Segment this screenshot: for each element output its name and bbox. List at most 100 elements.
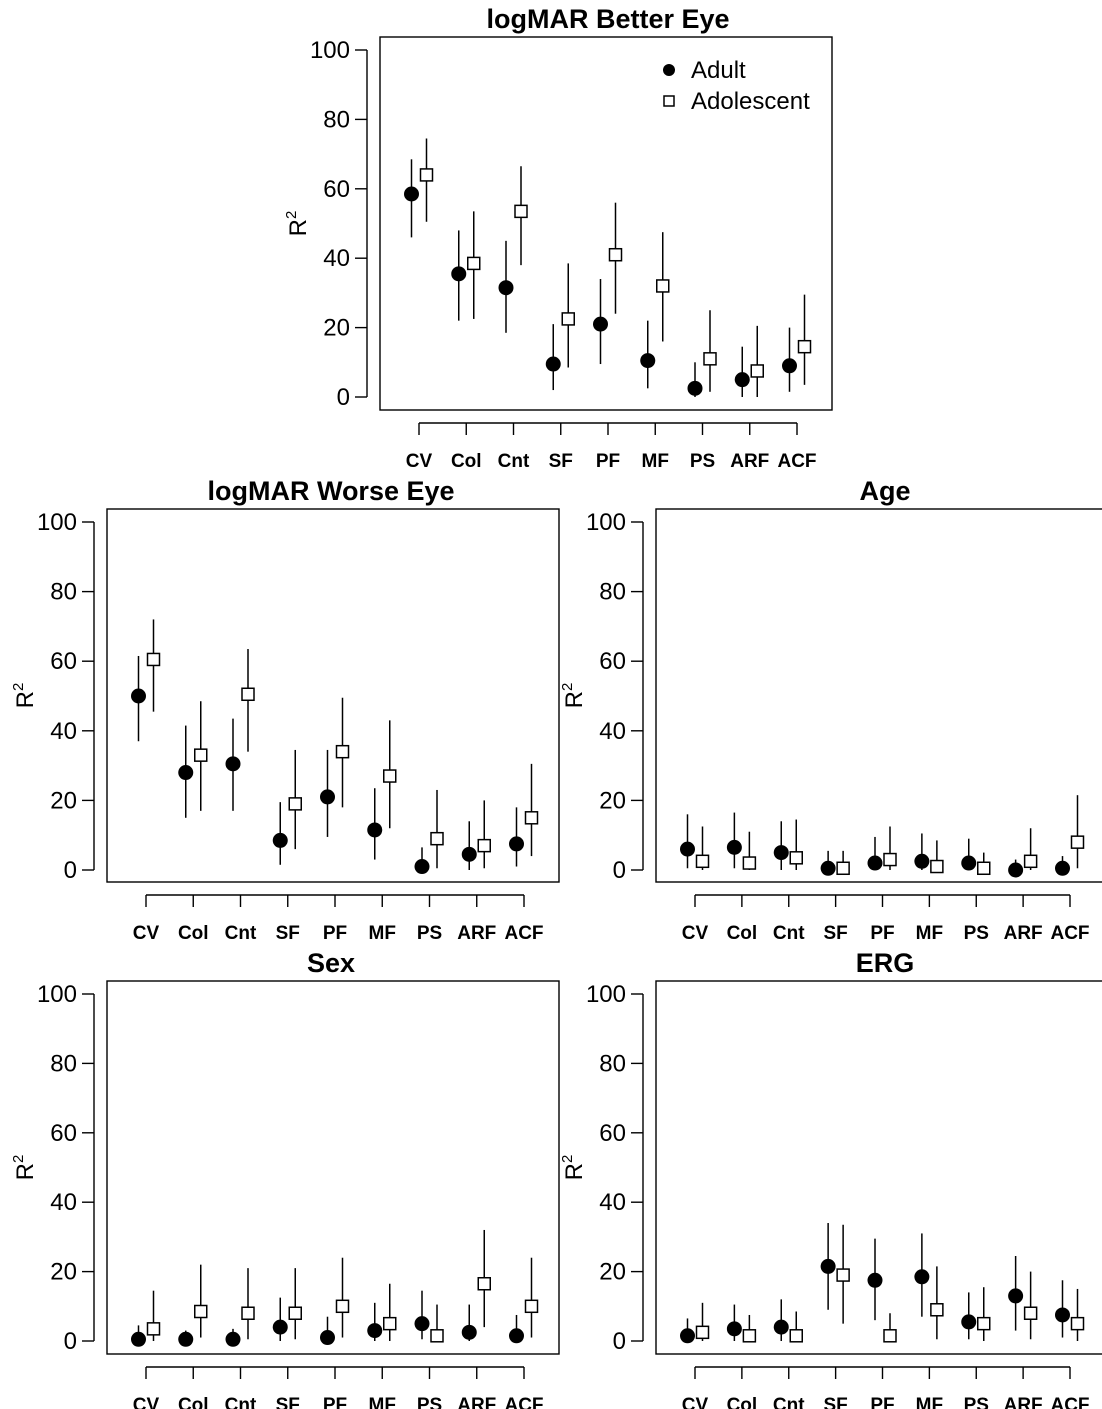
y-axis-label: R2 [10, 683, 39, 709]
x-tick-label: MF [369, 1395, 396, 1409]
data-point-adolescent [1023, 854, 1038, 869]
x-tick-label: PF [870, 923, 894, 944]
legend-marker-adolescent [663, 95, 675, 107]
y-tick-label: 0 [613, 1328, 626, 1355]
x-tick-label: ACF [504, 1395, 543, 1409]
data-point-adult [178, 765, 194, 781]
y-axis-label-text: R [12, 1163, 39, 1180]
data-point-adult [1055, 860, 1070, 876]
x-tick-label: PS [964, 1395, 989, 1409]
data-point-adult [1055, 1307, 1070, 1323]
y-tick-label: 100 [586, 981, 626, 1008]
y-tick-label: 0 [337, 384, 350, 411]
chart-panel: ERG 0 20 40 60 80 100 R2 CV Col Cnt SF PF MF PS ARF ACF [559, 948, 1102, 1409]
y-tick-label: 100 [586, 509, 626, 536]
y-axis-label: R2 [10, 1155, 39, 1181]
data-point-adult [593, 316, 608, 332]
data-point-adult [461, 1324, 477, 1340]
data-point-adult [961, 1314, 977, 1330]
data-point-adult [545, 356, 561, 372]
data-point-adolescent [467, 256, 481, 271]
data-point-adult [178, 1331, 194, 1347]
x-tick-label: ARF [457, 1395, 496, 1409]
chart-panel: logMAR Better Eye 0 20 40 60 80 100 R2 CV Col Cnt S… [283, 4, 833, 472]
data-point-adolescent [750, 364, 764, 378]
data-point-adult [131, 688, 146, 704]
x-tick-label: PF [323, 1395, 347, 1409]
y-tick-label: 20 [50, 1259, 77, 1286]
data-point-adolescent [883, 1329, 897, 1343]
data-point-adolescent [335, 1299, 350, 1314]
y-axis-label-text: R [12, 691, 39, 708]
data-point-adolescent [977, 1316, 991, 1331]
chart-panel: Age 0 20 40 60 80 100 R2 CV Col Cnt SF PF MF PS ARF ACF [559, 476, 1102, 944]
y-tick-label: 0 [613, 857, 626, 884]
data-point-adult [914, 1269, 930, 1285]
data-point-adolescent [836, 1268, 850, 1282]
y-axis-label-text: R [561, 1163, 588, 1180]
data-point-adolescent [146, 1322, 161, 1336]
data-point-adult [509, 1328, 524, 1344]
x-tick-label: MF [642, 451, 669, 472]
x-tick-label: PS [964, 923, 989, 944]
x-tick-label: Cnt [498, 451, 530, 472]
data-point-adolescent [930, 1303, 944, 1317]
data-point-adult [640, 353, 656, 369]
y-axis-label-superscript: 2 [283, 211, 300, 219]
data-point-adolescent [703, 352, 717, 366]
y-tick-label: 20 [599, 787, 626, 814]
data-point-adolescent [977, 861, 991, 876]
data-point-adult [451, 266, 467, 282]
data-point-adult [272, 1319, 288, 1335]
data-point-adult [867, 1272, 883, 1288]
data-point-adolescent [561, 312, 575, 326]
data-point-adult [225, 1331, 241, 1347]
x-tick-label: SF [823, 1395, 847, 1409]
y-axis-label: R2 [283, 211, 312, 237]
data-point-adolescent [288, 1306, 302, 1320]
y-tick-label: 60 [599, 1120, 626, 1147]
y-tick-label: 20 [599, 1259, 626, 1286]
y-tick-label: 0 [64, 1328, 77, 1355]
y-tick-label: 80 [323, 106, 350, 133]
plot-frame [106, 508, 560, 883]
y-axis-label: R2 [559, 1155, 588, 1181]
y-tick-label: 40 [50, 718, 77, 745]
data-point-adolescent [194, 748, 208, 762]
x-tick-label: ACF [1050, 923, 1089, 944]
y-tick-label: 80 [599, 579, 626, 606]
data-point-adult [1008, 1288, 1024, 1304]
x-tick-label: ACF [504, 923, 543, 944]
data-point-adult [320, 1330, 335, 1346]
x-tick-label: SF [823, 923, 847, 944]
chart-title: logMAR Worse Eye [207, 476, 454, 506]
data-point-adolescent [383, 769, 397, 783]
x-tick-label: ACF [1050, 1395, 1089, 1409]
data-point-adult [820, 1258, 836, 1274]
y-axis-label-text: R [285, 219, 312, 236]
y-axis-label-superscript: 2 [10, 1155, 27, 1163]
x-tick-label: Cnt [773, 923, 805, 944]
data-point-adolescent [241, 1306, 255, 1320]
legend-label: Adult [691, 57, 746, 84]
data-point-adult [773, 845, 789, 861]
y-tick-label: 40 [599, 1189, 626, 1216]
data-point-adolescent [742, 1329, 757, 1343]
y-tick-label: 100 [310, 37, 350, 64]
data-point-adolescent [514, 204, 528, 219]
data-point-adult [498, 280, 514, 296]
x-tick-label: PF [870, 1395, 894, 1409]
y-tick-label: 60 [599, 648, 626, 675]
y-tick-label: 40 [599, 718, 626, 745]
data-point-adolescent [836, 861, 850, 876]
data-point-adolescent [146, 652, 161, 667]
data-point-adult [461, 846, 477, 862]
data-point-adolescent [335, 744, 350, 759]
data-point-adolescent [789, 851, 803, 865]
data-point-adolescent [383, 1316, 397, 1331]
x-tick-label: Col [178, 923, 209, 944]
x-tick-label: MF [369, 923, 396, 944]
x-tick-label: Col [727, 923, 758, 944]
data-point-adolescent [241, 687, 255, 702]
